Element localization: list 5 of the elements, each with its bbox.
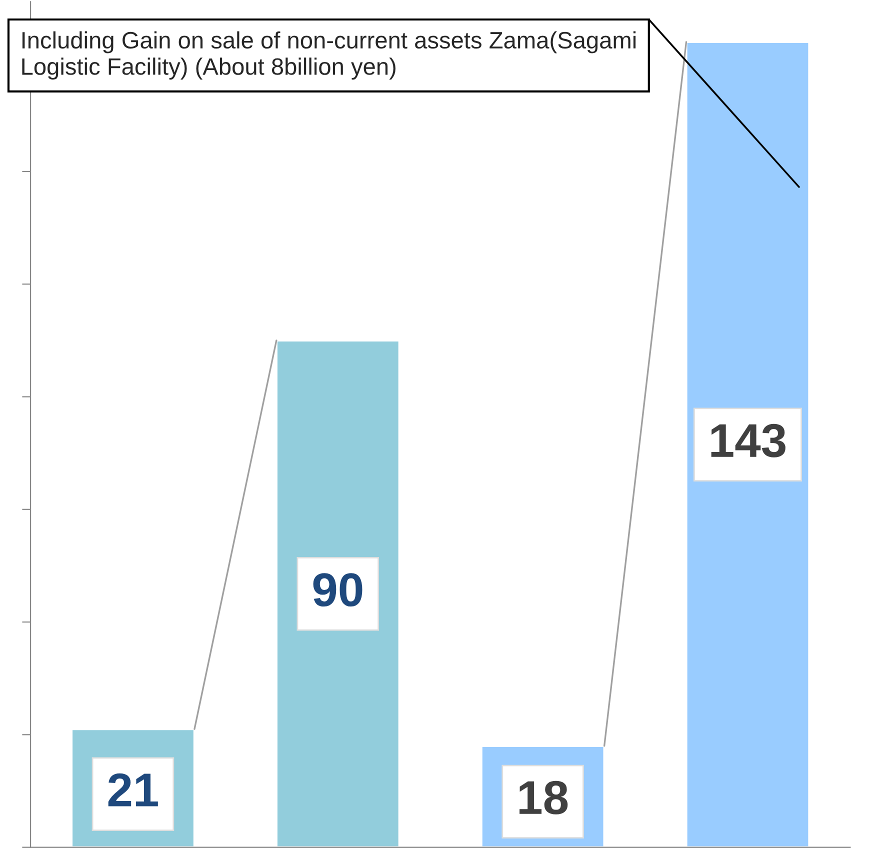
data-label: 18 [520,780,568,814]
data-label: 143 [711,424,786,458]
data-label: 90 [313,573,362,607]
data-label: 21 [108,773,158,806]
annotation: Including Gain on sale of non-current assets Zama(Sagami Logistic Facility) (About 8billion yen) [22,31,636,80]
